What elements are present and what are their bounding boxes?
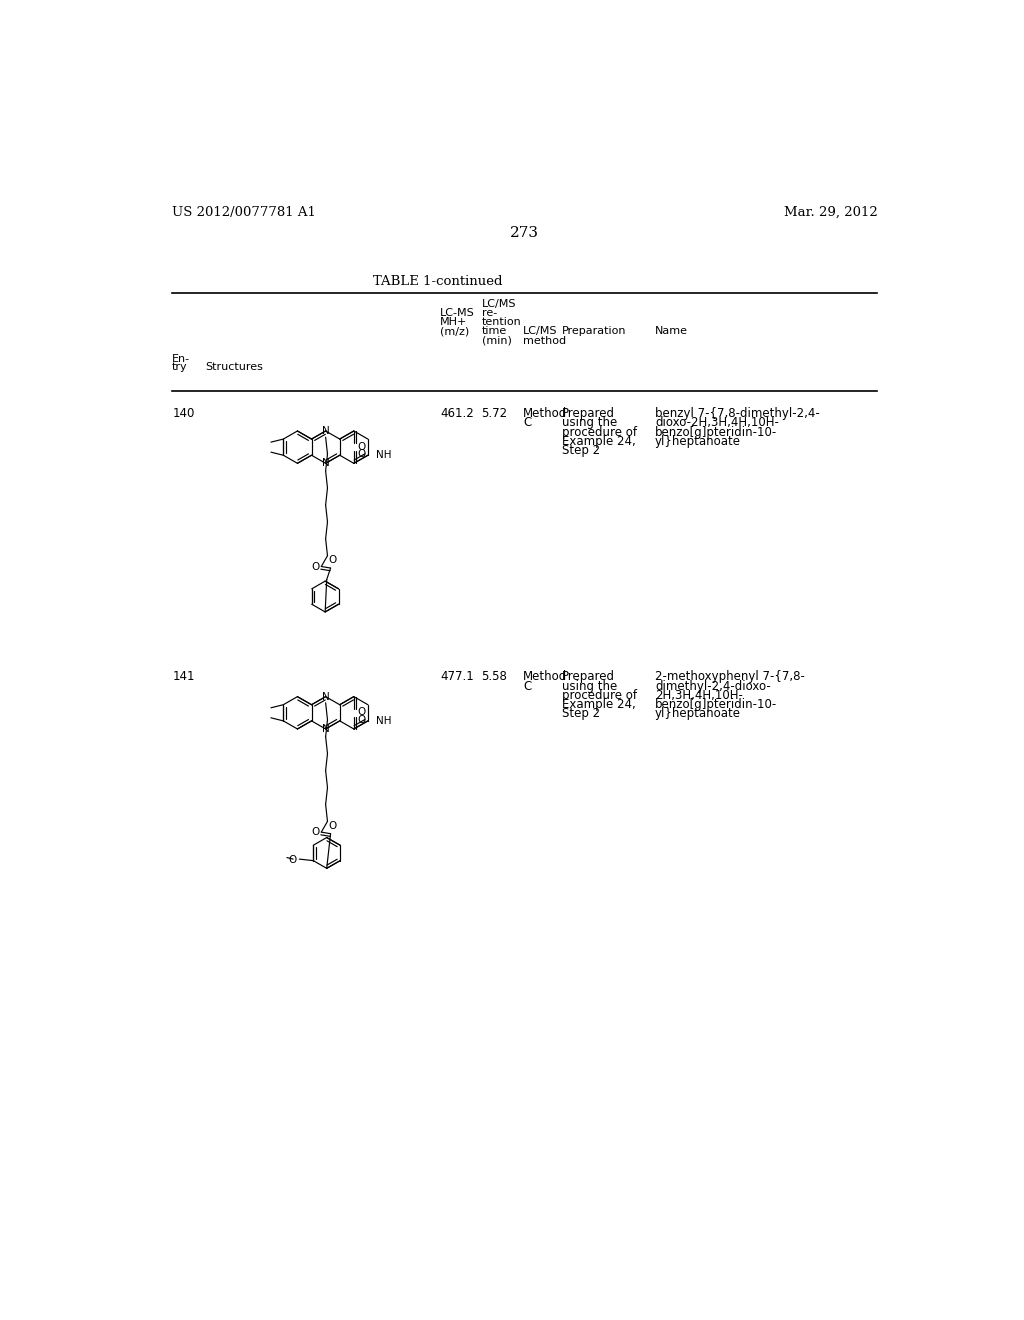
Text: Prepared: Prepared — [562, 407, 615, 420]
Text: yl}heptanoate: yl}heptanoate — [655, 434, 741, 447]
Text: Example 24,: Example 24, — [562, 698, 636, 711]
Text: Step 2: Step 2 — [562, 444, 600, 457]
Text: Name: Name — [655, 326, 688, 337]
Text: yl}heptanoate: yl}heptanoate — [655, 708, 741, 721]
Text: 140: 140 — [172, 407, 195, 420]
Text: LC/MS: LC/MS — [482, 298, 517, 309]
Text: procedure of: procedure of — [562, 689, 637, 702]
Text: US 2012/0077781 A1: US 2012/0077781 A1 — [172, 206, 316, 219]
Text: Structures: Structures — [206, 363, 263, 372]
Text: NH: NH — [376, 715, 391, 726]
Text: Example 24,: Example 24, — [562, 434, 636, 447]
Text: using the: using the — [562, 416, 617, 429]
Text: N: N — [322, 426, 330, 436]
Text: 141: 141 — [172, 671, 195, 684]
Text: Method: Method — [523, 407, 567, 420]
Text: N: N — [322, 692, 330, 702]
Text: benzyl 7-{7,8-dimethyl-2,4-: benzyl 7-{7,8-dimethyl-2,4- — [655, 407, 820, 420]
Text: (min): (min) — [482, 335, 512, 346]
Text: 461.2: 461.2 — [440, 407, 474, 420]
Text: 477.1: 477.1 — [440, 671, 474, 684]
Text: 2H,3H,4H,10H-: 2H,3H,4H,10H- — [655, 689, 742, 702]
Text: benzo[g]pteridin-10-: benzo[g]pteridin-10- — [655, 698, 777, 711]
Text: O: O — [288, 855, 297, 865]
Text: O: O — [357, 708, 366, 717]
Text: method: method — [523, 335, 566, 346]
Text: TABLE 1-continued: TABLE 1-continued — [374, 276, 503, 289]
Text: LC-MS: LC-MS — [440, 308, 475, 318]
Text: N: N — [322, 723, 330, 734]
Text: dimethyl-2,4-dioxo-: dimethyl-2,4-dioxo- — [655, 680, 771, 693]
Text: Mar. 29, 2012: Mar. 29, 2012 — [783, 206, 878, 219]
Text: 273: 273 — [510, 226, 540, 240]
Text: procedure of: procedure of — [562, 425, 637, 438]
Text: NH: NH — [376, 450, 391, 461]
Text: time: time — [482, 326, 508, 337]
Text: O: O — [311, 828, 319, 837]
Text: En-: En- — [172, 354, 190, 364]
Text: using the: using the — [562, 680, 617, 693]
Text: tention: tention — [482, 317, 522, 327]
Text: 5.72: 5.72 — [480, 407, 507, 420]
Text: O: O — [329, 821, 337, 832]
Text: O: O — [329, 556, 337, 565]
Text: 5.58: 5.58 — [480, 671, 507, 684]
Text: re-: re- — [482, 308, 498, 318]
Text: C: C — [523, 680, 531, 693]
Text: (m/z): (m/z) — [440, 326, 470, 337]
Text: 2-methoxyphenyl 7-{7,8-: 2-methoxyphenyl 7-{7,8- — [655, 671, 805, 684]
Text: Step 2: Step 2 — [562, 708, 600, 721]
Text: try: try — [172, 363, 187, 372]
Text: O: O — [311, 561, 319, 572]
Text: dioxo-2H,3H,4H,10H-: dioxo-2H,3H,4H,10H- — [655, 416, 779, 429]
Text: O: O — [357, 449, 366, 459]
Text: Preparation: Preparation — [562, 326, 627, 337]
Text: benzo[g]pteridin-10-: benzo[g]pteridin-10- — [655, 425, 777, 438]
Text: N: N — [322, 458, 330, 469]
Text: MH+: MH+ — [440, 317, 468, 327]
Text: LC/MS: LC/MS — [523, 326, 558, 337]
Text: O: O — [357, 715, 366, 725]
Text: O: O — [357, 442, 366, 451]
Text: C: C — [523, 416, 531, 429]
Text: Method: Method — [523, 671, 567, 684]
Text: Prepared: Prepared — [562, 671, 615, 684]
